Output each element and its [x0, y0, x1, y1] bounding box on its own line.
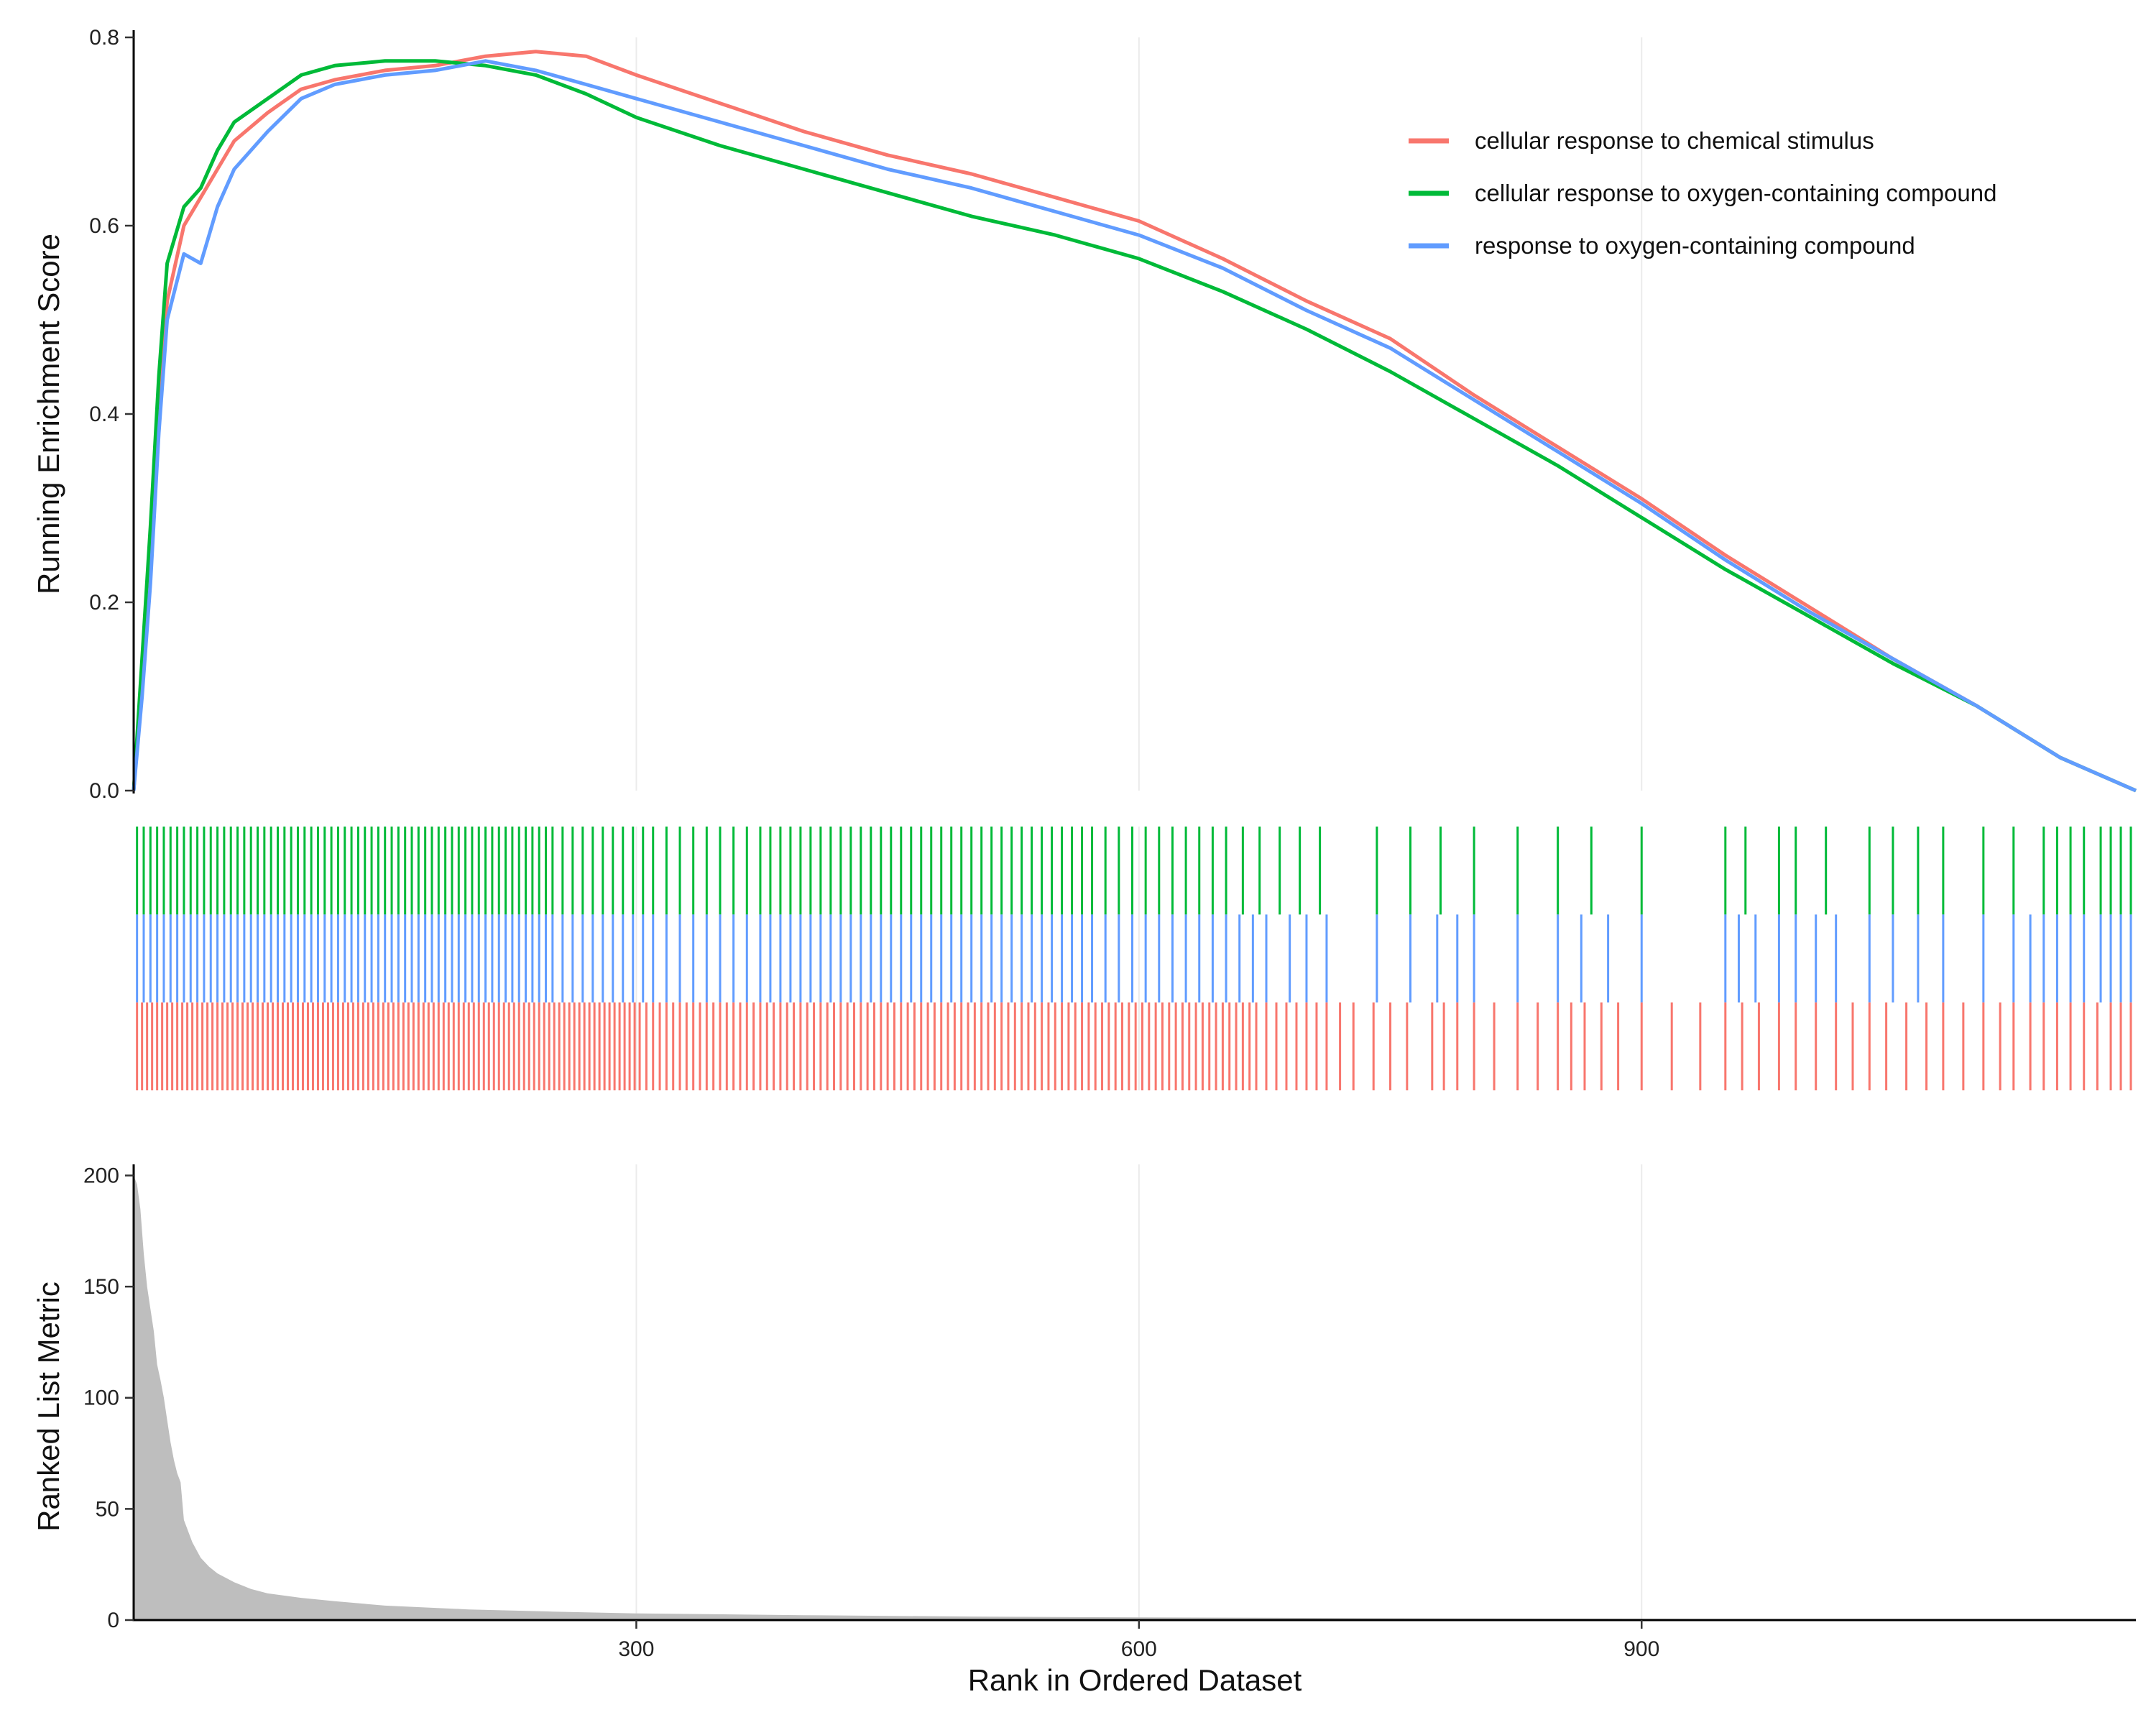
enrichment-y-tick-label-4: 0.8 [89, 26, 119, 50]
x-axis-label: Rank in Ordered Dataset [968, 1663, 1302, 1697]
enrichment-y-ticks: 0.0 0.2 0.4 0.6 0.8 [89, 26, 134, 803]
x-tick-label-300: 300 [618, 1637, 654, 1661]
enrichment-score-panel: 0.0 0.2 0.4 0.6 0.8 Running Enrichment Score… [32, 26, 2137, 803]
enrichment-grid [635, 37, 1643, 791]
enrichment-y-tick-label-2: 0.4 [89, 402, 119, 426]
enrichment-y-tick-label-1: 0.2 [89, 591, 119, 615]
ranked-list-panel: 0 50 100 150 200 300 600 900 Ranked List Metri… [32, 1164, 2136, 1697]
x-tick-label-600: 600 [1121, 1637, 1157, 1661]
legend: cellular response to chemical stimulus ce… [1409, 127, 1996, 259]
ranked-metric-area [134, 1175, 2136, 1620]
gene-hit-rug-panel [136, 827, 2132, 1090]
ranked-y-ticks: 0 50 100 150 200 [83, 1164, 134, 1632]
enrichment-y-tick-label-3: 0.6 [89, 214, 119, 238]
ranked-y-tick-label-3: 150 [83, 1275, 119, 1299]
x-tick-label-900: 900 [1623, 1637, 1659, 1661]
ranked-y-tick-label-1: 50 [96, 1497, 119, 1521]
enrichment-lines [132, 50, 2137, 793]
x-ticks: 300 600 900 [618, 1620, 1659, 1661]
enrichment-line-2 [132, 59, 2137, 793]
legend-label-3: response to oxygen-containing compound [1475, 232, 1915, 259]
enrichment-line-3 [132, 59, 2137, 793]
ranked-y-tick-label-0: 0 [107, 1609, 119, 1632]
ranked-grid [635, 1164, 1643, 1620]
ranked-y-tick-label-4: 200 [83, 1164, 119, 1187]
ranked-y-label: Ranked List Metric [32, 1282, 65, 1532]
legend-label-2: cellular response to oxygen-containing c… [1475, 180, 1996, 206]
enrichment-line-1 [132, 50, 2137, 793]
enrichment-y-label: Running Enrichment Score [32, 234, 65, 594]
enrichment-y-tick-label-0: 0.0 [89, 779, 119, 803]
legend-label-1: cellular response to chemical stimulus [1475, 127, 1874, 154]
ranked-y-tick-label-2: 100 [83, 1386, 119, 1410]
rug-rows [136, 827, 2132, 1090]
